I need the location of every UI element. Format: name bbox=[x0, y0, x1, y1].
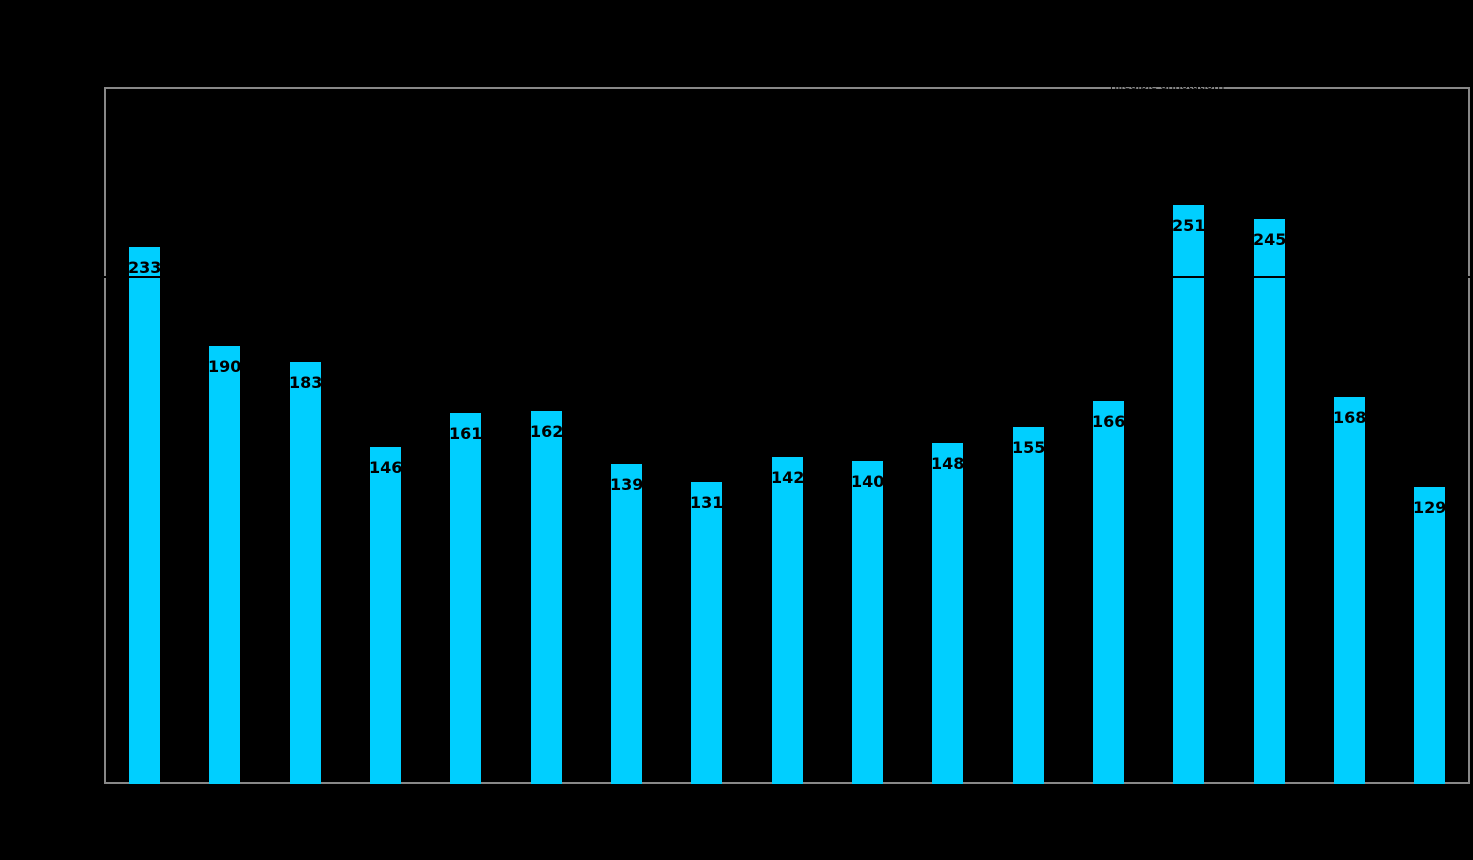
bar-value-label: 168 bbox=[1333, 408, 1367, 427]
bar bbox=[772, 457, 803, 784]
bar-value-label: 233 bbox=[128, 258, 162, 277]
bar bbox=[370, 447, 401, 784]
bar bbox=[932, 443, 963, 784]
bar-value-label: 155 bbox=[1012, 438, 1046, 457]
bar-value-label: 183 bbox=[289, 373, 323, 392]
bar-value-label: 129 bbox=[1413, 498, 1447, 517]
bar-value-label: 140 bbox=[851, 472, 885, 491]
bar-value-label: 251 bbox=[1172, 216, 1206, 235]
bar bbox=[1254, 219, 1285, 784]
bar-value-label: 161 bbox=[449, 424, 483, 443]
bar-value-label: 162 bbox=[530, 422, 564, 441]
bar bbox=[1093, 401, 1124, 784]
bar bbox=[209, 346, 240, 784]
top-annotation-text: [illegible annotation] bbox=[1110, 79, 1225, 92]
bar bbox=[1334, 397, 1365, 784]
bar bbox=[1013, 427, 1044, 784]
bar bbox=[1414, 487, 1445, 784]
bar-value-label: 146 bbox=[369, 458, 403, 477]
bar-value-label: 245 bbox=[1253, 230, 1287, 249]
bar bbox=[611, 464, 642, 784]
bar-value-label: 139 bbox=[610, 475, 644, 494]
bar-value-label: 131 bbox=[690, 493, 724, 512]
reference-line bbox=[104, 276, 1470, 278]
bar bbox=[531, 411, 562, 784]
bar bbox=[852, 461, 883, 784]
bar bbox=[129, 247, 160, 784]
bar bbox=[691, 482, 722, 784]
bar bbox=[450, 413, 481, 784]
bar-value-label: 148 bbox=[931, 454, 965, 473]
bar bbox=[290, 362, 321, 784]
bar-value-label: 142 bbox=[771, 468, 805, 487]
bar bbox=[1173, 205, 1204, 784]
bar-value-label: 190 bbox=[208, 357, 242, 376]
bar-value-label: 166 bbox=[1092, 412, 1126, 431]
